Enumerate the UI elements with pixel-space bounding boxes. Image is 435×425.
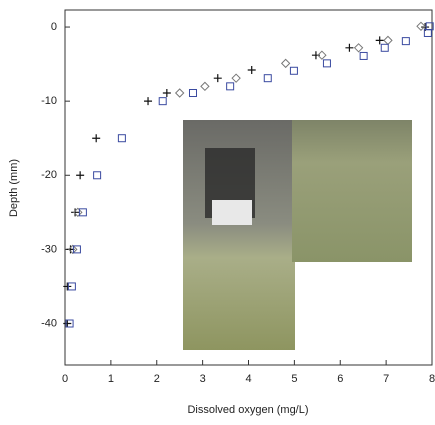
diamond-point	[416, 21, 426, 32]
y-axis-label: Depth (mm)	[8, 159, 20, 217]
y-tick-label: 0	[51, 21, 57, 33]
x-tick-label: 2	[154, 373, 160, 385]
photo-detail	[212, 200, 252, 225]
x-tick-label: 8	[429, 373, 435, 385]
square-point	[117, 134, 126, 143]
plus-point	[162, 89, 171, 98]
square-point	[263, 74, 272, 83]
y-tick-label: -30	[41, 243, 57, 255]
square-point	[93, 171, 102, 180]
square-point	[380, 43, 389, 52]
plus-point	[63, 319, 72, 328]
square-point	[322, 59, 331, 68]
plus-point	[345, 43, 354, 52]
diamond-point	[353, 43, 364, 53]
plus-point	[63, 282, 72, 291]
plus-point	[311, 51, 320, 60]
y-tick-label: -20	[41, 169, 57, 181]
x-tick-label: 4	[245, 373, 251, 385]
x-tick-label: 1	[108, 373, 114, 385]
diamond-point	[200, 81, 210, 92]
square-point	[226, 82, 235, 91]
diamond-point	[73, 207, 83, 218]
y-tick-label: -40	[41, 317, 57, 329]
inset-photos	[183, 120, 412, 350]
square-point	[425, 22, 434, 31]
square-point	[78, 208, 87, 217]
diamond-point	[280, 58, 291, 69]
square-point	[188, 89, 197, 98]
square-point	[67, 282, 76, 291]
y-tick-label: -10	[41, 95, 57, 107]
x-axis-label: Dissolved oxygen (mg/L)	[187, 404, 308, 416]
x-tick-label: 0	[62, 373, 68, 385]
square-point	[65, 319, 74, 328]
plus-point	[247, 66, 256, 75]
plus-point	[375, 36, 384, 45]
square-point	[401, 37, 410, 46]
x-tick-label: 5	[291, 373, 297, 385]
diamond-point	[383, 35, 393, 46]
diamond-point	[231, 73, 241, 83]
diamond-point	[174, 88, 185, 98]
plus-point	[213, 74, 222, 83]
square-point	[359, 51, 368, 60]
plus-point	[76, 171, 85, 180]
square-point	[72, 245, 81, 254]
diamond-point	[317, 50, 327, 60]
x-tick-label: 7	[383, 373, 389, 385]
photo-sediment	[292, 120, 412, 262]
square-point	[158, 97, 167, 106]
plus-point	[144, 97, 153, 106]
square-point	[289, 66, 298, 75]
diamond-point	[68, 244, 78, 255]
x-tick-label: 6	[337, 373, 343, 385]
plus-point	[92, 134, 101, 143]
x-tick-label: 3	[200, 373, 206, 385]
plus-point	[71, 208, 80, 217]
